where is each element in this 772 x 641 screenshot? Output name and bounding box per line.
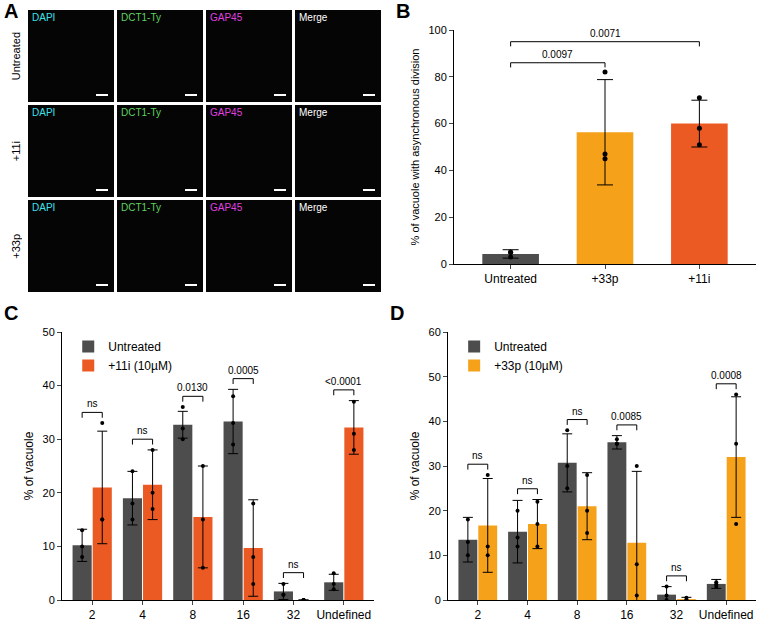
svg-text:+11i: +11i [688, 272, 710, 286]
svg-text:80: 80 [435, 71, 447, 83]
html-text:DCT1-Ty: DCT1-Ty [121, 107, 161, 118]
svg-text:60: 60 [435, 117, 447, 129]
svg-text:+33p: +33p [591, 272, 618, 286]
svg-text:% of vacuole with asynchronous: % of vacuole with asynchronous division [409, 49, 421, 246]
svg-text:8: 8 [574, 608, 581, 622]
svg-text:ns: ns [288, 559, 299, 570]
html-text:Untreated: Untreated [10, 31, 22, 81]
svg-text:ns: ns [522, 475, 533, 486]
html-text:+33p: +33p [10, 233, 22, 259]
svg-text:ns: ns [671, 562, 682, 573]
html-text:DCT1-Ty: DCT1-Ty [121, 202, 161, 213]
html-text:+11i: +11i [10, 140, 22, 162]
svg-text:2: 2 [89, 608, 96, 622]
svg-text:16: 16 [236, 608, 250, 622]
svg-text:30: 30 [43, 433, 55, 445]
svg-text:0: 0 [435, 594, 441, 606]
html-text:Merge: Merge [299, 202, 328, 213]
svg-text:<0.0001: <0.0001 [325, 376, 362, 387]
svg-text:0.0085: 0.0085 [611, 411, 642, 422]
svg-text:+11i (10µM): +11i (10µM) [108, 359, 172, 373]
svg-text:Undefined: Undefined [316, 608, 371, 622]
html-text:DAPI: DAPI [32, 12, 56, 23]
html-text:GAP45: GAP45 [210, 202, 243, 213]
svg-text:40: 40 [43, 379, 55, 391]
svg-text:0.0005: 0.0005 [228, 365, 259, 376]
html-text:GAP45: GAP45 [210, 12, 243, 23]
html-text:B: B [396, 0, 411, 22]
svg-text:60: 60 [429, 326, 441, 338]
svg-text:ns: ns [137, 425, 148, 436]
svg-text:Untreated: Untreated [484, 272, 537, 286]
svg-text:32: 32 [287, 608, 301, 622]
svg-text:ns: ns [572, 406, 583, 417]
svg-text:16: 16 [620, 608, 634, 622]
svg-text:20: 20 [435, 211, 447, 223]
svg-text:% of vacuole: % of vacuole [408, 431, 422, 500]
svg-text:20: 20 [43, 487, 55, 499]
html-text:D: D [390, 302, 405, 324]
svg-text:40: 40 [429, 415, 441, 427]
svg-text:0.0071: 0.0071 [590, 28, 621, 39]
html-text:DAPI: DAPI [32, 107, 56, 118]
svg-text:4: 4 [524, 608, 531, 622]
svg-text:20: 20 [429, 505, 441, 517]
svg-text:40: 40 [435, 164, 447, 176]
html-text:Merge: Merge [299, 12, 328, 23]
svg-text:Undefined: Undefined [699, 608, 754, 622]
svg-text:10: 10 [43, 540, 55, 552]
svg-text:32: 32 [670, 608, 684, 622]
svg-text:0.0130: 0.0130 [177, 382, 208, 393]
svg-text:% of vacuole: % of vacuole [22, 431, 36, 500]
svg-text:+33p (10µM): +33p (10µM) [494, 359, 563, 373]
html-text:DAPI: DAPI [32, 202, 56, 213]
svg-text:0.0008: 0.0008 [711, 370, 742, 381]
svg-text:ns: ns [472, 450, 483, 461]
svg-text:0: 0 [49, 594, 55, 606]
html-text:GAP45: GAP45 [210, 107, 243, 118]
html-text:DCT1-Ty: DCT1-Ty [121, 12, 161, 23]
svg-text:100: 100 [428, 24, 446, 36]
svg-text:30: 30 [429, 460, 441, 472]
html-text:A: A [4, 0, 19, 22]
svg-text:ns: ns [87, 398, 98, 409]
svg-text:50: 50 [43, 326, 55, 338]
svg-text:0: 0 [441, 258, 447, 270]
html-text:C: C [4, 302, 19, 324]
svg-text:50: 50 [429, 371, 441, 383]
html-text:Merge: Merge [299, 107, 328, 118]
svg-text:2: 2 [474, 608, 481, 622]
svg-text:8: 8 [189, 608, 196, 622]
svg-text:10: 10 [429, 549, 441, 561]
svg-text:4: 4 [139, 608, 146, 622]
svg-text:Untreated: Untreated [494, 340, 547, 354]
svg-text:0.0097: 0.0097 [542, 49, 573, 60]
svg-text:Untreated: Untreated [108, 340, 161, 354]
